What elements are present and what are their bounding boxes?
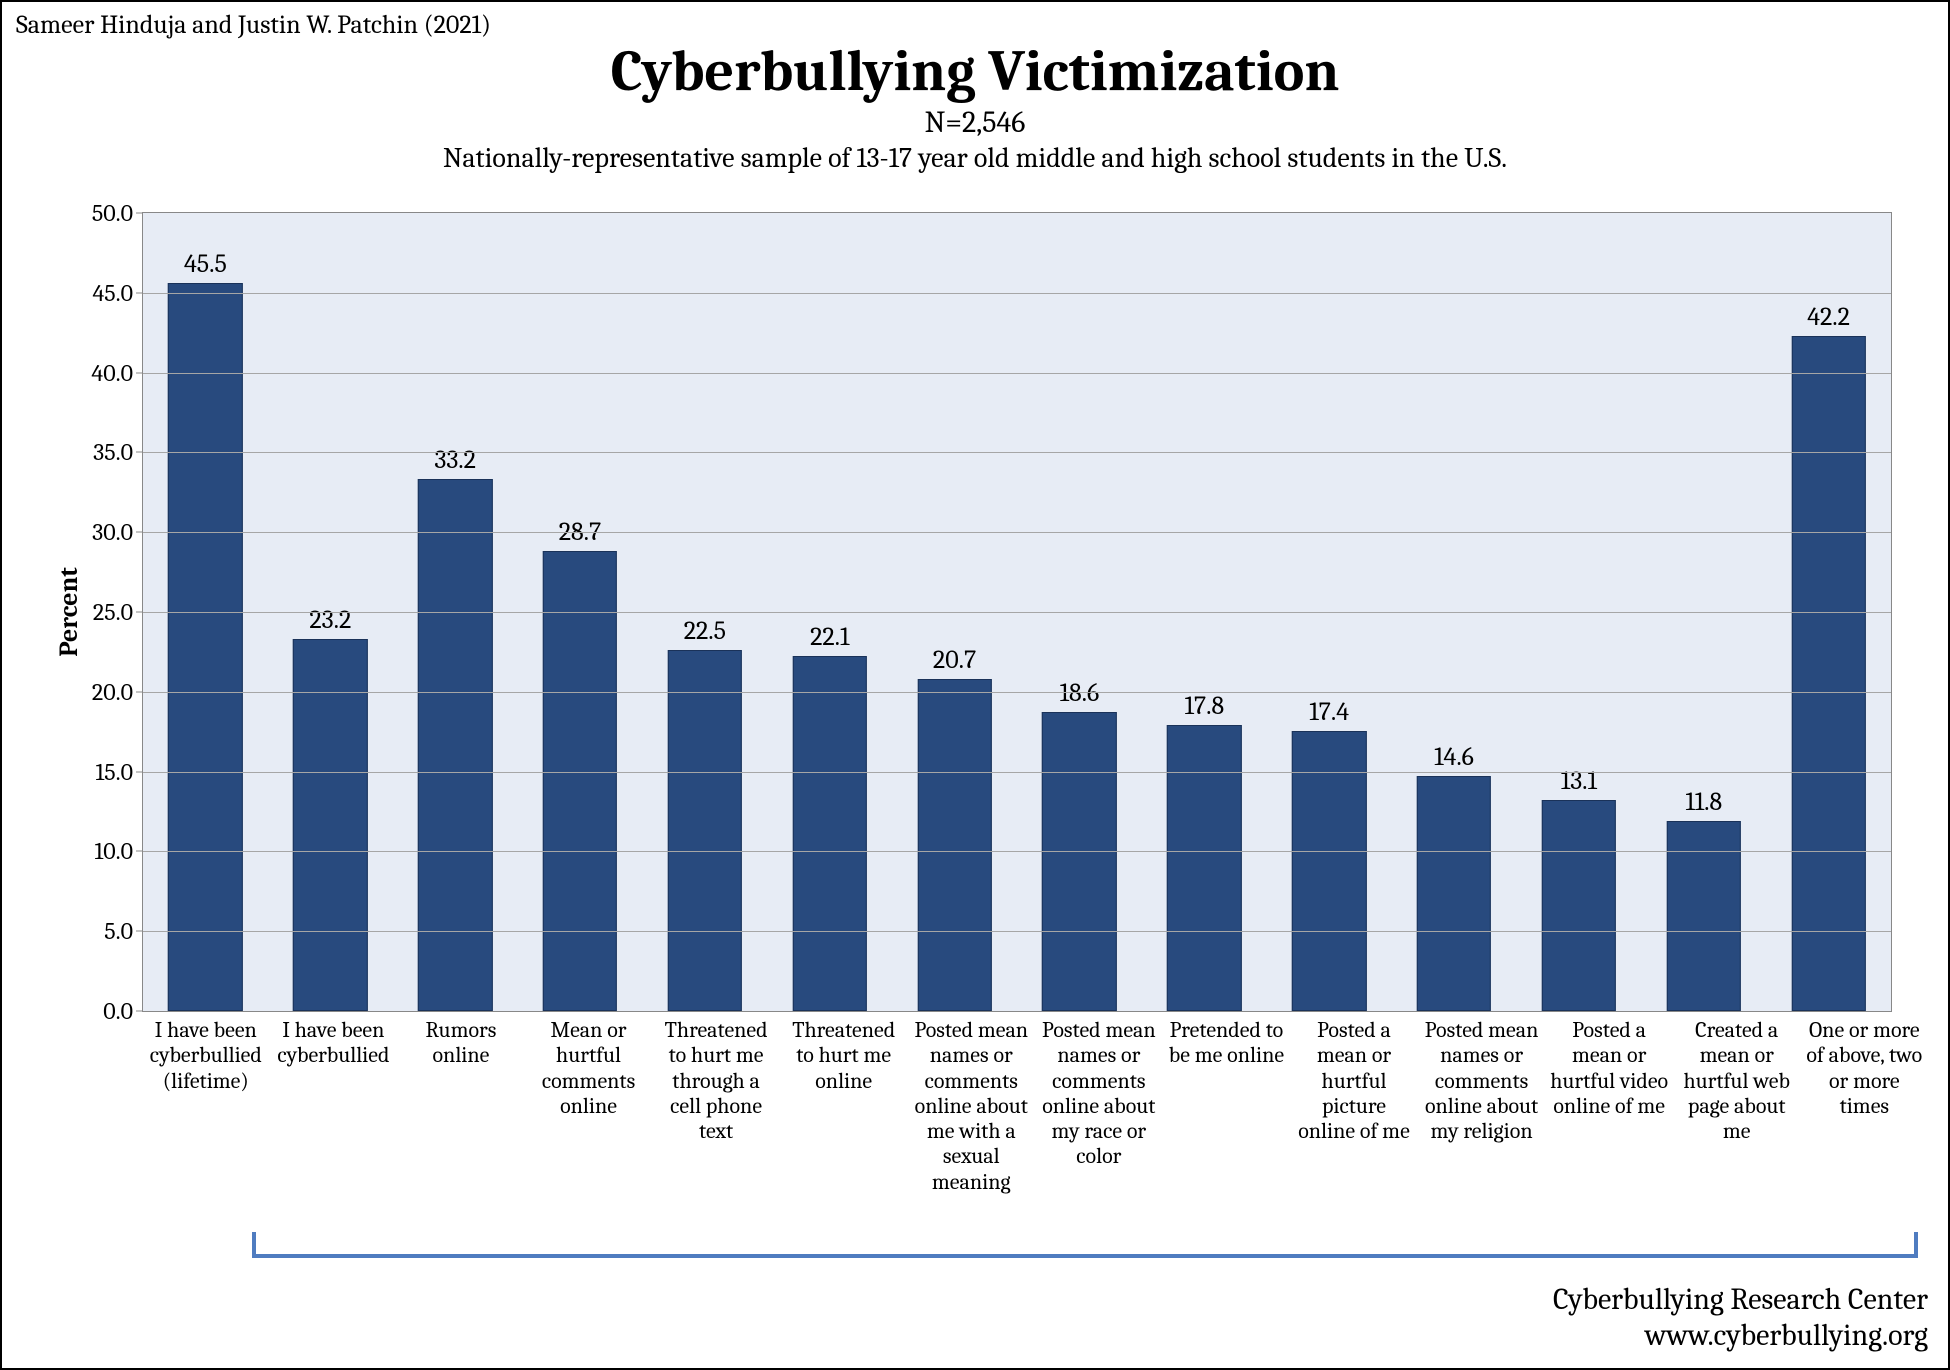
x-axis-category-label: Pretended to be me online bbox=[1163, 1018, 1291, 1195]
y-tick-mark bbox=[136, 532, 143, 533]
bar bbox=[168, 283, 242, 1011]
bar bbox=[1791, 336, 1865, 1012]
bar-value-label: 42.2 bbox=[1807, 302, 1850, 332]
y-tick-label: 45.0 bbox=[92, 279, 133, 307]
x-axis-category-label: Posted a mean or hurtful picture online … bbox=[1290, 1018, 1418, 1195]
y-tick-label: 5.0 bbox=[104, 917, 133, 945]
y-tick-label: 15.0 bbox=[96, 758, 133, 786]
bar bbox=[1542, 800, 1616, 1011]
chart-container: Percent 45.523.233.228.722.522.120.718.6… bbox=[82, 212, 1902, 1012]
y-tick-label: 20.0 bbox=[92, 678, 133, 706]
bar-value-label: 20.7 bbox=[933, 645, 976, 675]
bar bbox=[1667, 821, 1741, 1011]
bar bbox=[1292, 731, 1366, 1011]
y-tick-mark bbox=[136, 213, 143, 214]
grid-line bbox=[143, 532, 1891, 533]
y-tick-mark bbox=[136, 691, 143, 692]
bar-value-label: 17.8 bbox=[1184, 691, 1224, 721]
y-tick-mark bbox=[136, 851, 143, 852]
x-axis-category-label: Mean or hurtful comments online bbox=[525, 1018, 653, 1195]
bar bbox=[1167, 725, 1241, 1011]
y-tick-mark bbox=[136, 1011, 143, 1012]
y-tick-label: 35.0 bbox=[93, 438, 133, 466]
plot-area: 45.523.233.228.722.522.120.718.617.817.4… bbox=[142, 212, 1892, 1012]
y-tick-label: 10.0 bbox=[95, 837, 133, 865]
y-axis-label: Percent bbox=[54, 567, 84, 657]
attribution-bottom: Cyberbullying Research Center www.cyberb… bbox=[1553, 1282, 1928, 1354]
bar-value-label: 18.6 bbox=[1060, 678, 1100, 708]
y-tick-mark bbox=[136, 931, 143, 932]
bar bbox=[793, 656, 867, 1011]
y-tick-mark bbox=[136, 372, 143, 373]
bar-value-label: 14.6 bbox=[1434, 742, 1474, 772]
bar-value-label: 22.1 bbox=[810, 622, 849, 652]
x-axis-category-label: Threatened to hurt me online bbox=[780, 1018, 908, 1195]
chart-title: Cyberbullying Victimization bbox=[2, 42, 1948, 103]
y-tick-label: 0.0 bbox=[103, 997, 133, 1025]
y-tick-mark bbox=[136, 612, 143, 613]
y-tick-mark bbox=[136, 292, 143, 293]
y-tick-label: 25.0 bbox=[93, 598, 133, 626]
bar-value-label: 22.5 bbox=[684, 616, 726, 646]
x-axis-category-label: Posted mean names or comments online abo… bbox=[907, 1018, 1035, 1195]
y-tick-label: 40.0 bbox=[91, 359, 133, 387]
x-axis-category-label: I have been cyberbullied bbox=[270, 1018, 398, 1195]
title-block: Cyberbullying Victimization N=2,546 Nati… bbox=[2, 42, 1948, 174]
y-tick-mark bbox=[136, 771, 143, 772]
x-axis-category-label: Posted mean names or comments online abo… bbox=[1035, 1018, 1163, 1195]
page-frame: Sameer Hinduja and Justin W. Patchin (20… bbox=[0, 0, 1950, 1370]
grid-line bbox=[143, 373, 1891, 374]
grid-line bbox=[143, 772, 1891, 773]
bar-value-label: 11.8 bbox=[1685, 787, 1722, 817]
bar bbox=[917, 679, 991, 1011]
grid-line bbox=[143, 293, 1891, 294]
bar bbox=[293, 639, 367, 1011]
y-tick-label: 50.0 bbox=[92, 199, 133, 227]
attribution-top: Sameer Hinduja and Justin W. Patchin (20… bbox=[16, 10, 491, 40]
bar bbox=[668, 650, 742, 1011]
x-axis-category-label: One or more of above, two or more times bbox=[1801, 1018, 1929, 1195]
bar-value-label: 17.4 bbox=[1309, 697, 1349, 727]
attribution-org: Cyberbullying Research Center bbox=[1553, 1282, 1928, 1318]
x-axis-category-label: Created a mean or hurtful web page about… bbox=[1673, 1018, 1801, 1195]
y-tick-mark bbox=[136, 452, 143, 453]
x-axis-labels: I have been cyberbullied (lifetime)I hav… bbox=[142, 1018, 1928, 1195]
chart-n: N=2,546 bbox=[2, 105, 1948, 140]
x-axis-category-label: Rumors online bbox=[397, 1018, 525, 1195]
bar bbox=[1417, 776, 1491, 1011]
bar bbox=[543, 551, 617, 1011]
attribution-url: www.cyberbullying.org bbox=[1553, 1318, 1928, 1354]
bar-value-label: 13.1 bbox=[1561, 766, 1597, 796]
grid-line bbox=[143, 692, 1891, 693]
bar-value-label: 45.5 bbox=[184, 249, 227, 279]
grid-line bbox=[143, 452, 1891, 453]
x-axis-category-label: Posted mean names or comments online abo… bbox=[1418, 1018, 1546, 1195]
y-tick-label: 30.0 bbox=[92, 518, 133, 546]
bar-value-label: 33.2 bbox=[434, 445, 476, 475]
bracket-line bbox=[252, 1254, 1918, 1258]
grid-line bbox=[143, 931, 1891, 932]
grid-line bbox=[143, 851, 1891, 852]
x-axis-category-label: Threatened to hurt me through a cell pho… bbox=[652, 1018, 780, 1195]
group-bracket bbox=[252, 1232, 1918, 1256]
grid-line bbox=[143, 612, 1891, 613]
bar bbox=[1042, 712, 1116, 1011]
x-axis-category-label: Posted a mean or hurtful video online of… bbox=[1545, 1018, 1673, 1195]
bracket-end-right bbox=[1914, 1232, 1918, 1258]
bar-value-label: 23.2 bbox=[309, 605, 351, 635]
x-axis-category-label: I have been cyberbullied (lifetime) bbox=[142, 1018, 270, 1195]
chart-subtitle: Nationally-representative sample of 13-1… bbox=[2, 142, 1948, 174]
